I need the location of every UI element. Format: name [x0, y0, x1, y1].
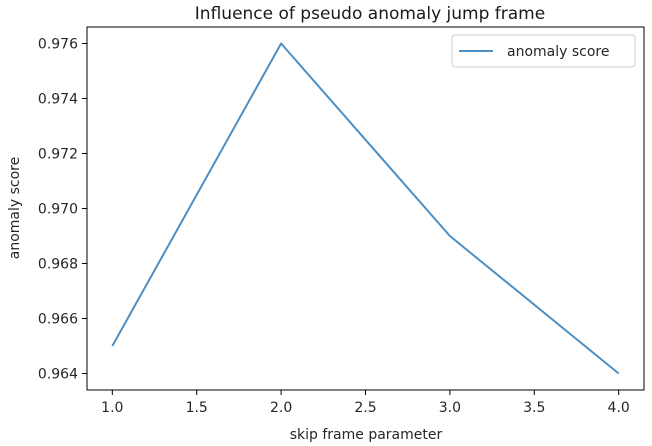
x-tick-label: 1.5	[186, 400, 208, 416]
y-tick-label: 0.966	[38, 312, 78, 328]
legend-label: anomaly score	[507, 44, 609, 60]
y-tick-label: 0.964	[38, 367, 78, 383]
x-tick-label: 3.0	[439, 400, 461, 416]
x-tick-label: 1.0	[101, 400, 123, 416]
x-tick-label: 3.5	[523, 400, 545, 416]
plot-area-frame	[86, 26, 645, 391]
axes: 1.0 1.5 2.0 2.5 3.0 3.5 4.0 0.9640.9660.9680.9…	[7, 26, 645, 443]
series-layer	[111, 42, 620, 375]
x-tick-label: 4.0	[608, 400, 630, 416]
y-tick-label: 0.976	[38, 37, 78, 53]
y-axis-title: anomaly score	[7, 157, 23, 259]
y-tick-label: 0.972	[38, 147, 78, 163]
legend: anomaly score	[451, 34, 636, 68]
x-axis-ticks: 1.0 1.5 2.0 2.5 3.0 3.5 4.0	[101, 390, 630, 416]
legend-box	[451, 34, 636, 68]
chart-title: Influence of pseudo anomaly jump frame	[195, 4, 545, 24]
y-tick-label: 0.968	[38, 257, 78, 273]
y-axis-ticks: 0.964 0.966 0.968 0.970 0.972 0.974 0.976	[38, 37, 87, 383]
x-tick-label: 2.0	[270, 400, 292, 416]
x-axis-title: skip frame parameter	[290, 427, 443, 443]
y-tick-label: 0.974	[38, 92, 78, 108]
series-line	[111, 42, 620, 375]
y-tick-label: 0.970	[38, 202, 78, 218]
x-tick-label: 2.5	[354, 400, 376, 416]
